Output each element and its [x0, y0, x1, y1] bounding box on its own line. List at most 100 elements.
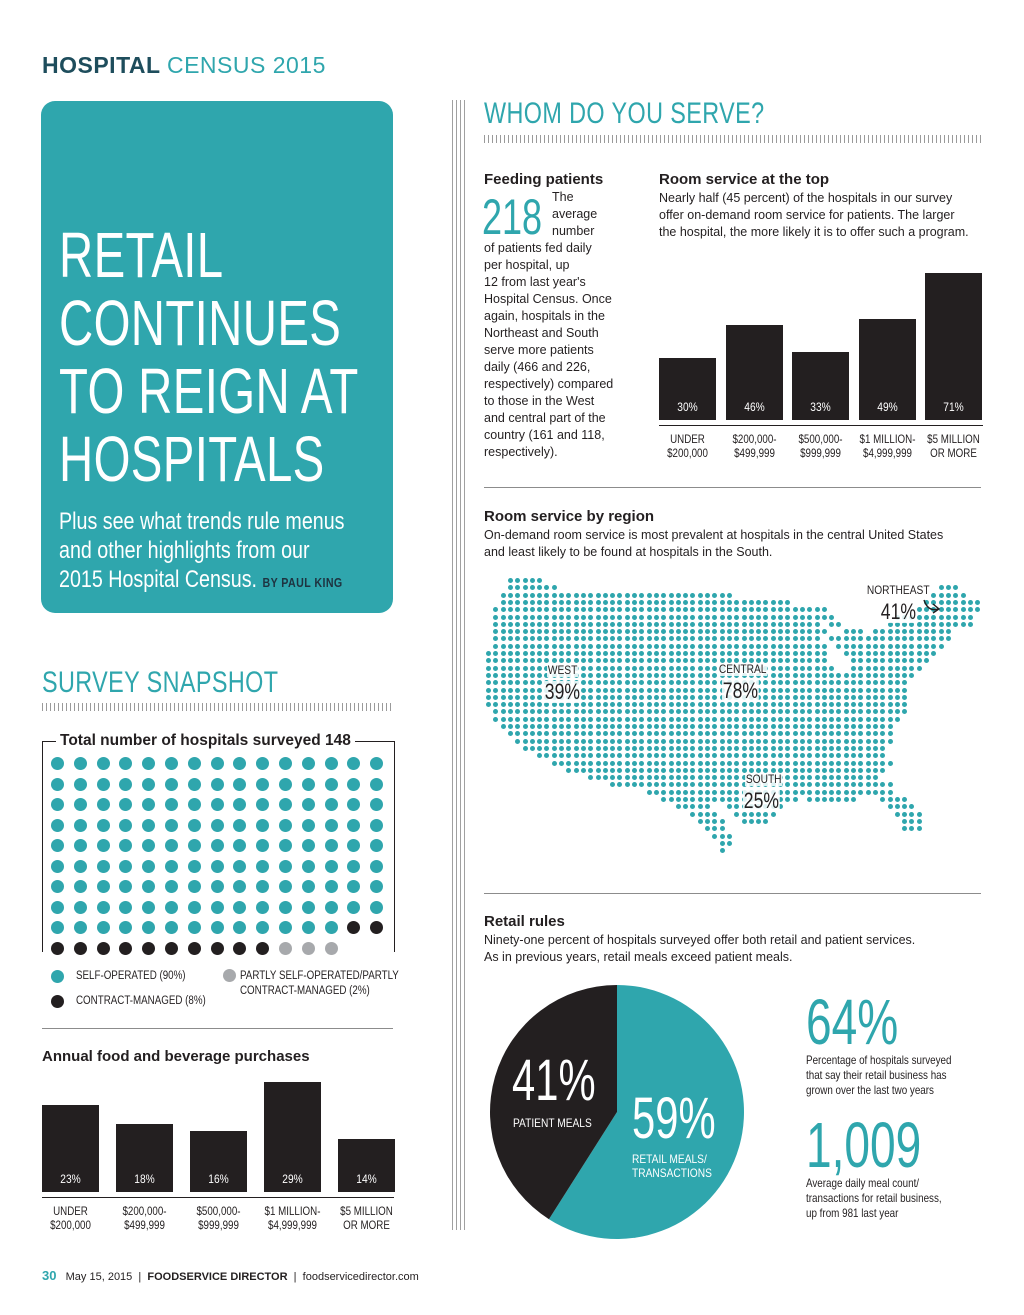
map-dot	[639, 621, 645, 627]
map-dot	[865, 738, 871, 744]
map-dot	[668, 694, 674, 700]
map-dot	[683, 745, 689, 751]
map-dot	[778, 767, 783, 773]
map-dot	[551, 643, 557, 649]
map-dot	[617, 745, 623, 751]
map-dot	[807, 709, 813, 715]
map-dot	[792, 636, 798, 642]
map-dot	[880, 694, 886, 700]
map-dot	[661, 651, 667, 656]
map-dot	[858, 658, 864, 664]
map-dot	[887, 651, 893, 656]
hospital-dot-self	[119, 798, 133, 811]
map-dot	[712, 658, 718, 664]
map-dot	[683, 767, 689, 773]
map-dot	[778, 636, 783, 642]
map-dot	[690, 672, 696, 678]
map-dot	[734, 782, 740, 788]
map-dot	[843, 636, 849, 642]
hospital-dot-self	[165, 798, 178, 811]
bar-category-line: $1 MILLION-	[264, 1206, 321, 1218]
map-dot	[668, 680, 674, 686]
map-dot	[705, 702, 710, 708]
map-dot	[646, 636, 652, 642]
map-dot	[683, 789, 689, 795]
map-dot	[909, 651, 915, 656]
hospital-dot-self	[370, 818, 384, 832]
map-dot	[807, 680, 813, 686]
map-dot	[785, 680, 791, 686]
map-dot	[573, 745, 579, 751]
map-dot	[719, 731, 725, 737]
map-dot	[734, 745, 740, 751]
map-dot	[522, 687, 528, 693]
map-dot	[858, 716, 864, 722]
map-dot	[675, 804, 681, 810]
map-dot	[851, 643, 856, 649]
map-dot	[726, 621, 732, 627]
map-dot	[595, 687, 601, 693]
map-dot	[741, 643, 747, 649]
map-dot	[639, 592, 645, 598]
bar-value-label: 49%	[876, 400, 898, 414]
map-dot	[697, 694, 703, 700]
bar-category-line: $500,000-	[798, 434, 843, 446]
map-dot	[719, 643, 725, 649]
map-dot	[566, 709, 572, 715]
map-dot	[537, 694, 543, 700]
map-dot	[785, 716, 791, 722]
map-dot	[792, 651, 798, 656]
map-dot	[624, 592, 630, 598]
map-dot	[617, 724, 623, 729]
map-dot	[522, 709, 528, 715]
map-dot	[588, 687, 594, 693]
map-dot	[770, 665, 776, 671]
map-dot	[851, 745, 856, 751]
map-dot	[814, 607, 820, 613]
map-dot	[880, 672, 886, 678]
map-dot	[610, 599, 616, 605]
map-dot	[624, 599, 630, 605]
map-dot	[792, 797, 798, 802]
hospital-dot-self	[324, 818, 338, 832]
map-dot	[551, 607, 557, 613]
map-dot	[500, 643, 506, 649]
map-dot	[799, 702, 805, 708]
map-dot	[500, 724, 506, 729]
map-dot	[566, 607, 572, 613]
map-dot	[668, 767, 674, 773]
map-dot	[617, 629, 623, 635]
map-dot	[807, 731, 813, 737]
hospital-dot-self	[256, 798, 270, 811]
map-dot	[632, 658, 637, 664]
map-dot	[639, 782, 645, 788]
stat-caption-line: grown over the last two years	[806, 1083, 934, 1097]
map-dot	[661, 738, 667, 744]
map-dot	[785, 775, 791, 781]
hospital-dot-self	[119, 859, 133, 873]
hospital-dot-self	[96, 900, 110, 914]
map-dot	[843, 738, 849, 744]
map-dot	[836, 716, 842, 722]
map-dot	[537, 651, 543, 656]
text-line: Northeast and South	[484, 326, 599, 340]
map-dot	[646, 716, 652, 722]
map-dot	[486, 687, 491, 693]
hospital-dot-self	[301, 921, 315, 934]
stat-caption-line: that say their retail business has	[806, 1068, 947, 1082]
map-dot	[559, 702, 564, 708]
map-dot	[500, 629, 506, 635]
map-dot	[821, 658, 827, 664]
map-dot	[537, 621, 543, 627]
map-dot	[726, 724, 732, 729]
map-dot	[683, 607, 689, 613]
whom-serve-title: WHOM DO YOU SERVE?	[484, 97, 765, 130]
map-dot	[756, 760, 762, 766]
hospital-dot-self	[142, 839, 156, 852]
map-dot	[734, 731, 740, 737]
map-dot	[902, 658, 908, 664]
legend-partly-line: PARTLY SELF-OPERATED/PARTLY	[240, 970, 399, 982]
map-dot	[902, 636, 908, 642]
hospital-dot-self	[256, 880, 270, 893]
map-dot	[894, 716, 900, 722]
